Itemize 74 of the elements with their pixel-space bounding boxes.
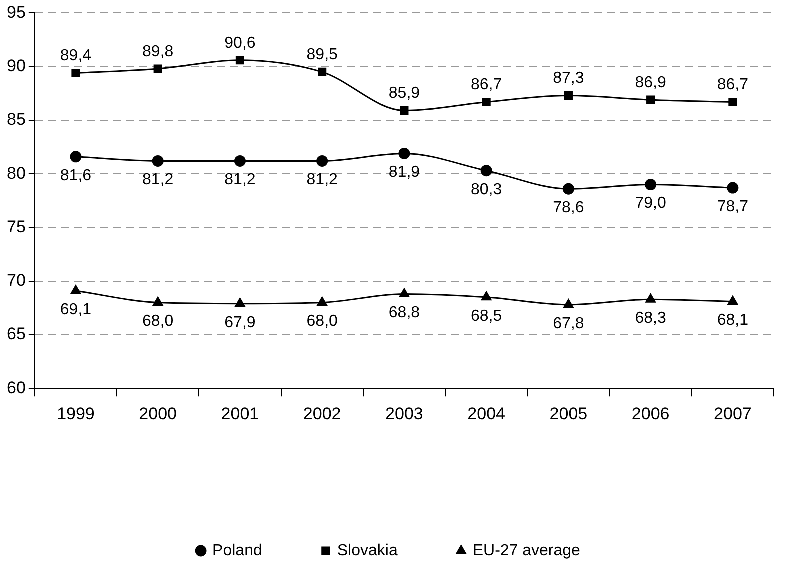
point [480,165,492,177]
y-tick-label: 90 [6,56,26,76]
legend-label: EU-27 average [472,542,581,560]
point [317,297,328,306]
y-tick-label: 80 [6,164,26,183]
x-tick-label: 2002 [303,404,342,424]
x-tick-label: 2004 [468,404,506,424]
x-tick-label: 2007 [714,404,752,424]
data-label: 67,8 [553,315,584,332]
point [564,92,573,100]
point [562,183,574,195]
point [70,151,82,163]
point [728,98,738,107]
data-label: 87,3 [553,70,584,88]
legend-label: Slovakia [337,542,398,560]
data-label: 68,0 [142,313,174,330]
point [645,179,657,191]
data-label: 89,5 [306,46,338,64]
data-label: 69,1 [60,301,92,318]
point [152,155,164,167]
point [481,292,492,301]
data-label: 68,3 [635,310,666,327]
data-label: 68,0 [306,313,338,330]
point [727,182,739,194]
data-label: 81,2 [224,172,256,189]
data-label: 68,5 [471,308,502,325]
point [399,288,410,298]
data-label: 89,4 [60,48,92,65]
y-tick-label: 60 [6,378,26,398]
point [234,155,246,167]
x-tick-label: 1999 [57,404,95,424]
data-label: 86,7 [471,76,502,94]
data-label: 81,9 [388,164,420,182]
point [646,294,656,303]
x-tick-label: 2005 [550,404,588,424]
point [70,285,82,294]
data-label: 81,6 [60,167,92,184]
data-label: 78,7 [717,198,749,216]
data-label: 86,7 [717,76,749,94]
legend-label: Poland [212,542,262,560]
y-tick-label: 95 [6,2,26,22]
point [318,68,327,76]
point [728,296,738,305]
y-tick-label: 75 [6,217,26,236]
data-label: 80,3 [471,181,502,198]
point [400,106,409,116]
data-label: 81,2 [306,172,338,189]
data-label: 90,6 [224,34,256,52]
point [153,297,164,306]
point [482,98,491,107]
point [646,96,656,104]
point [398,148,410,160]
x-tick-label: 2000 [139,404,178,424]
point [236,56,244,65]
point [564,299,574,308]
point [316,155,328,167]
data-label: 78,6 [553,200,584,217]
point [72,68,80,78]
x-tick-label: 2003 [386,404,424,424]
y-tick-label: 85 [6,110,26,130]
point [235,298,246,308]
data-label: 86,9 [635,74,666,92]
data-label: 68,1 [717,312,749,330]
y-tick-label: 65 [6,324,26,344]
data-label: 79,0 [635,195,666,212]
x-tick-label: 2001 [221,404,260,424]
point [154,64,162,74]
data-label: 68,8 [388,304,420,322]
data-label: 81,2 [142,172,174,189]
y-tick-label: 70 [6,271,26,290]
data-label: 67,9 [224,314,256,332]
data-label: 85,9 [388,85,420,102]
data-label: 89,8 [142,43,174,60]
x-tick-label: 2006 [632,404,670,424]
